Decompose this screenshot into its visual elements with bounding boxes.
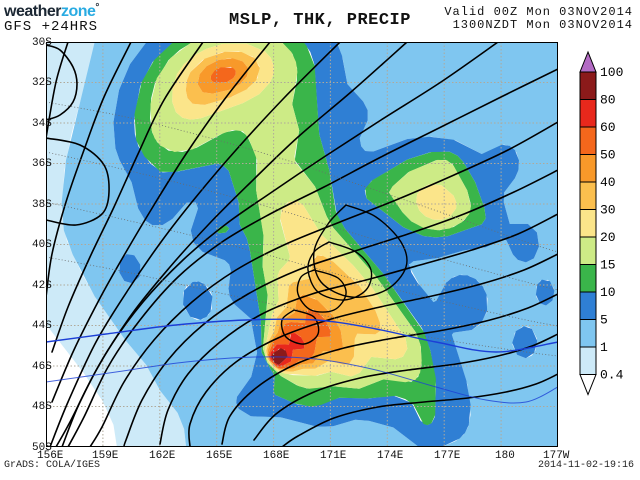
svg-text:0.4: 0.4: [600, 368, 624, 383]
svg-text:1: 1: [600, 340, 608, 355]
svg-text:15: 15: [600, 258, 616, 273]
svg-text:50: 50: [600, 148, 616, 163]
svg-text:5: 5: [600, 313, 608, 328]
svg-text:80: 80: [600, 93, 616, 108]
svg-text:60: 60: [600, 120, 616, 135]
svg-text:100: 100: [600, 65, 623, 80]
svg-text:10: 10: [600, 285, 616, 300]
svg-text:40: 40: [600, 175, 616, 190]
svg-text:30: 30: [600, 203, 616, 218]
svg-text:20: 20: [600, 230, 616, 245]
